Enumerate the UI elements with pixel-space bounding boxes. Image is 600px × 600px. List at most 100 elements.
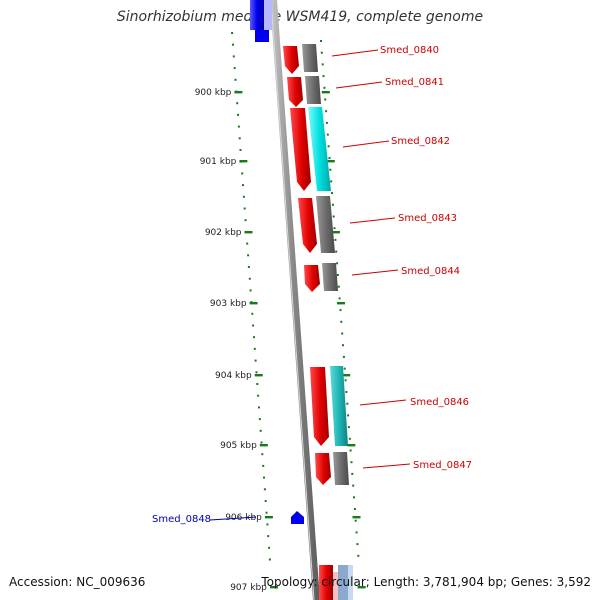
feature-bottom-pink <box>333 572 338 600</box>
ruler-tick <box>239 160 248 163</box>
ruler-dot <box>320 51 323 54</box>
ruler-dot <box>352 484 355 487</box>
ruler-dot <box>338 297 341 300</box>
ruler-tick-label: 901 kbp <box>200 157 237 167</box>
ruler-dot <box>267 535 270 538</box>
gene-smed-0843[interactable]: Smed_0843 <box>298 196 457 253</box>
ruler-dot <box>331 203 334 206</box>
ruler-dot <box>326 133 329 136</box>
ruler-tick-label: 903 kbp <box>210 299 247 309</box>
ruler-dot <box>353 508 356 510</box>
feature-top-blue-2 <box>255 30 269 42</box>
ruler-dot <box>253 347 256 350</box>
ruler-dot <box>336 262 339 265</box>
ruler-dot <box>320 40 322 42</box>
gene-smed-0847[interactable]: Smed_0847 <box>315 452 472 485</box>
gene-label: Smed_0844 <box>401 266 460 277</box>
ruler-dot <box>237 113 239 116</box>
ruler-tick <box>269 586 278 589</box>
ruler-dot <box>330 180 333 183</box>
ruler-dot <box>350 461 353 464</box>
ruler-dot <box>321 63 324 66</box>
ruler-left-dots <box>231 32 271 561</box>
ruler-dot <box>351 472 354 475</box>
gene-smed-0848[interactable]: Smed_0848 <box>152 511 304 525</box>
ruler-dot <box>265 511 268 514</box>
ruler-dot <box>244 219 247 222</box>
ruler-dot <box>234 78 237 81</box>
ruler-dot <box>257 394 260 397</box>
ruler-tick <box>352 516 361 519</box>
ruler-dot <box>347 426 350 429</box>
gene-label: Smed_0840 <box>380 45 439 56</box>
ruler-dot <box>342 355 345 358</box>
ruler-dot <box>323 86 326 89</box>
ruler-tick <box>337 302 345 305</box>
backbone-highlight <box>270 0 315 600</box>
ruler-dot <box>347 414 350 417</box>
ruler-dot <box>263 488 266 491</box>
ruler-dot <box>340 320 343 323</box>
ruler-dot <box>331 192 333 195</box>
ruler-dot <box>353 496 355 499</box>
ruler-dot <box>241 172 244 175</box>
accession-label: Accession: NC_009636 <box>9 575 146 589</box>
ruler-tick <box>331 231 340 234</box>
ruler-dot <box>339 309 342 312</box>
ruler-dot <box>261 453 264 456</box>
ruler-tick <box>264 516 273 519</box>
gene-smed-0840[interactable]: Smed_0840 <box>283 44 439 74</box>
ruler-dot <box>341 332 344 335</box>
ruler-dot <box>251 312 254 315</box>
ruler-dot <box>253 336 255 339</box>
ruler-ticks: 900 kbp 901 kbp 902 kbp 903 kbp 904 kbp 905 k… <box>195 88 366 593</box>
ruler-tick <box>244 231 253 234</box>
ruler-tick <box>249 302 258 305</box>
ruler-dot <box>336 274 339 276</box>
ruler-dot <box>239 149 242 151</box>
ruler-tick-label: 905 kbp <box>220 441 257 451</box>
ruler-dot <box>236 102 239 105</box>
ruler-dot <box>242 184 244 187</box>
ruler-dot <box>325 121 328 124</box>
gene-smed-0844[interactable]: Smed_0844 <box>304 263 460 292</box>
ruler-dot <box>255 371 258 374</box>
ruler-dot <box>247 254 250 257</box>
ruler-tick <box>254 374 263 377</box>
ruler-dot <box>342 344 344 347</box>
ruler-dot <box>266 523 269 526</box>
ruler-dot <box>333 227 336 230</box>
gene-label: Smed_0847 <box>413 460 472 471</box>
ruler-dot <box>268 546 271 549</box>
gene-smed-0842[interactable]: Smed_0842 <box>290 107 450 191</box>
ruler-dot <box>343 367 346 370</box>
ruler-tick <box>259 444 268 447</box>
genome-backbone <box>270 0 320 600</box>
ruler-dot <box>249 289 252 292</box>
feature-top-blue <box>250 0 264 30</box>
ruler-dot <box>355 531 358 534</box>
ruler-dot <box>329 168 332 171</box>
gene-smed-0846[interactable]: Smed_0846 <box>310 366 469 446</box>
ruler-dot <box>345 391 348 393</box>
ruler-dot <box>231 32 234 34</box>
ruler-dot <box>356 543 359 546</box>
gene-smed-0841[interactable]: Smed_0841 <box>287 76 444 107</box>
ruler-dot <box>233 67 236 70</box>
ruler-dot <box>327 145 330 148</box>
gene-label: Smed_0848 <box>152 514 211 525</box>
ruler-dot <box>263 476 265 479</box>
ruler-dot <box>332 215 335 218</box>
ruler-dot <box>238 137 241 140</box>
topology-summary: Topology: circular; Length: 3,781,904 bp… <box>261 575 591 589</box>
feature-bottom-lightblue <box>348 565 353 600</box>
ruler-tick <box>234 91 243 94</box>
ruler-dot <box>232 55 235 58</box>
ruler-dot <box>325 110 328 113</box>
ruler-dot <box>354 519 357 522</box>
ruler-dot <box>247 266 250 268</box>
ruler-dot <box>256 383 259 385</box>
ruler-dot <box>344 379 347 382</box>
ruler-dot <box>243 207 246 210</box>
